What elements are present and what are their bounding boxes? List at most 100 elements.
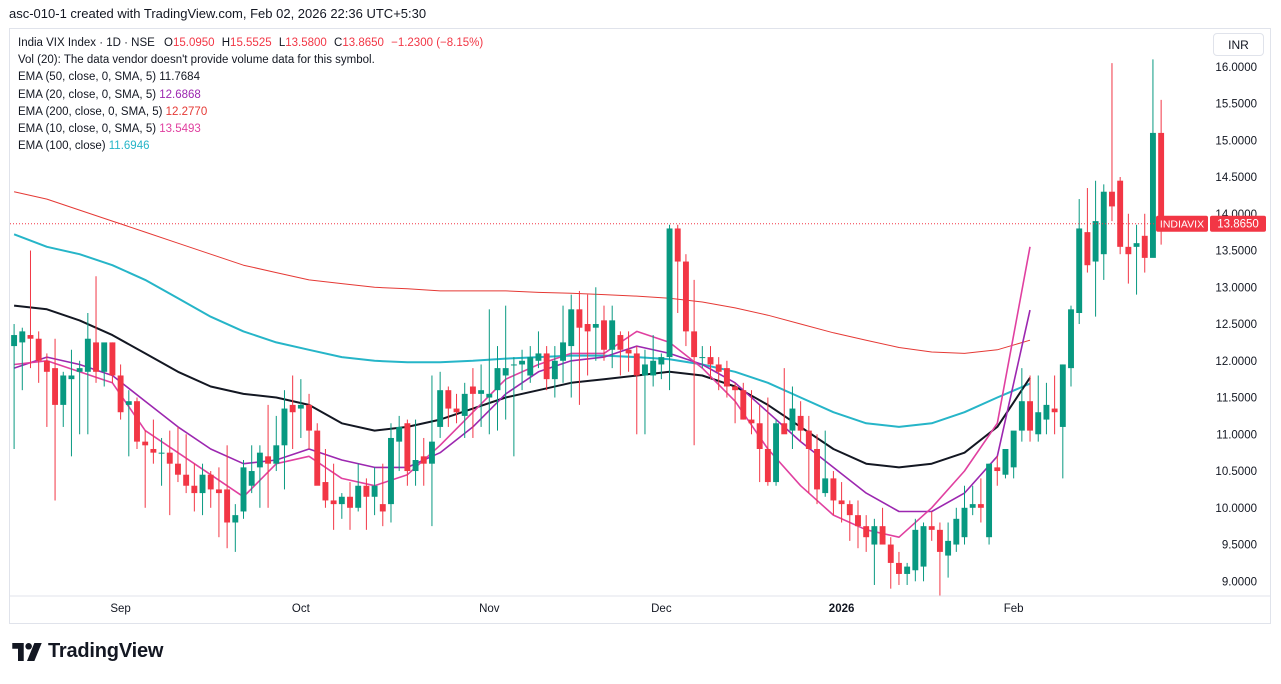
candle-body [1068, 309, 1074, 369]
candle-body [461, 393, 468, 416]
candle [928, 511, 935, 541]
candle-body [494, 368, 501, 391]
candle [404, 419, 411, 486]
candle-body [715, 364, 722, 372]
candle [527, 346, 534, 383]
x-tick-label: Sep [110, 603, 130, 615]
candle-body [175, 463, 181, 475]
candle [797, 401, 804, 442]
candle [371, 467, 378, 516]
candle [347, 482, 353, 530]
candle-body [240, 467, 247, 512]
candle [560, 305, 566, 383]
candle [388, 423, 394, 523]
candle-body [830, 478, 837, 501]
candle-body [928, 526, 935, 530]
open-value: 15.0950 [172, 37, 215, 49]
candle-body [1043, 404, 1050, 420]
candle-body [322, 482, 329, 501]
candle-body [11, 335, 18, 347]
legend-symbol: India VIX Index · 1D · NSE [18, 37, 155, 49]
y-tick-label: 16.0000 [1215, 62, 1257, 74]
y-tick-label: 10.0000 [1215, 503, 1257, 515]
candle-body [781, 423, 788, 435]
candle-body [1133, 243, 1140, 247]
indicator-label: EMA (200, close, 0, SMA, 5) [18, 105, 166, 118]
candle [420, 437, 427, 486]
symbol-badge-bg [1156, 215, 1208, 232]
tradingview-logo[interactable]: TradingView [12, 640, 163, 663]
candle-body [412, 460, 419, 472]
chart-legend: India VIX Index · 1D · NSE O15.0950 H15.… [18, 35, 483, 155]
candle-body [314, 430, 321, 486]
candle-body [584, 324, 591, 332]
candle [1018, 368, 1025, 442]
candle-body [666, 228, 673, 358]
price-badge-text: 13.8650 [1217, 219, 1259, 231]
indicator-value: 11.6946 [108, 140, 150, 153]
candle-body [224, 489, 231, 523]
candle [756, 404, 763, 483]
candle-body [142, 441, 149, 446]
candle [781, 368, 788, 435]
candle [207, 471, 214, 508]
candle-body [764, 448, 771, 483]
legend-indicator-row: EMA (50, close, 0, SMA, 5) 11.7684 [18, 69, 483, 86]
candle [1035, 375, 1042, 442]
y-tick-label: 15.0000 [1215, 135, 1257, 147]
candle [650, 335, 657, 387]
candle-body [478, 390, 485, 394]
candle [281, 390, 288, 490]
candle [920, 522, 927, 582]
candle-body [199, 474, 206, 494]
candle-body [896, 562, 902, 574]
candle-body [707, 357, 714, 365]
candle-body [93, 342, 99, 372]
currency-button[interactable]: INR [1213, 33, 1264, 56]
symbol-badge-text: INDIAVIX [1160, 219, 1204, 231]
candle [969, 485, 976, 516]
candle-body [1018, 401, 1025, 431]
candle-body [756, 423, 763, 449]
legend-ohlc-row: India VIX Index · 1D · NSE O15.0950 H15.… [18, 35, 483, 52]
ema-line [14, 246, 1031, 538]
candle-body [84, 338, 91, 372]
x-tick-label: Dec [651, 603, 672, 615]
y-tick-label: 12.0000 [1215, 356, 1257, 368]
candle [740, 382, 747, 420]
low-value: 13.5800 [285, 37, 327, 49]
candle-body [576, 309, 583, 328]
legend-volume-row: Vol (20): The data vendor doesn't provid… [18, 54, 375, 67]
candle-body [936, 529, 943, 552]
candle [396, 415, 403, 472]
candle [1068, 305, 1074, 387]
candle-body [1092, 221, 1099, 262]
candle [76, 360, 83, 435]
indicator-label: EMA (50, close, 0, SMA, 5) [18, 71, 160, 84]
candle-body [682, 261, 689, 332]
candle [822, 430, 829, 497]
candle-body [650, 360, 657, 376]
candle-body [43, 360, 50, 372]
candle [486, 309, 493, 435]
candle-body [27, 335, 34, 339]
candle [224, 445, 231, 549]
candle-body [68, 375, 75, 380]
candle-body [1141, 235, 1148, 258]
candle-body [773, 423, 780, 483]
chart-frame [9, 28, 1271, 624]
candle [601, 305, 607, 361]
candle-body [805, 430, 812, 449]
candle-body [35, 338, 42, 361]
candle-body [363, 485, 370, 497]
candle-body [994, 467, 1001, 472]
candle-body [543, 353, 550, 380]
legend-indicator-row: EMA (10, close, 0, SMA, 5) 13.5493 [18, 121, 483, 138]
candle [519, 349, 526, 391]
candle-body [76, 368, 83, 372]
candle [945, 522, 952, 578]
candle [322, 448, 329, 508]
candle [510, 357, 517, 457]
candle [986, 463, 993, 545]
